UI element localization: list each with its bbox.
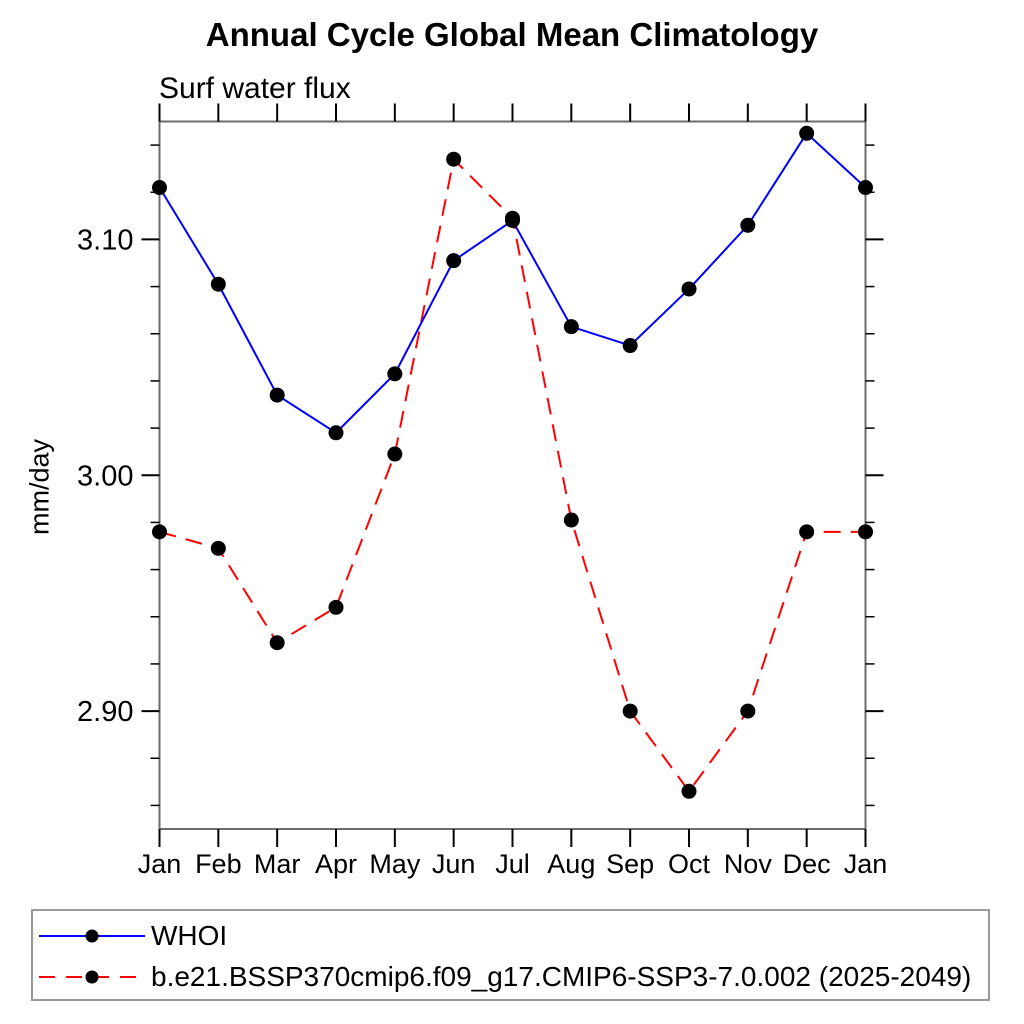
data-point	[622, 338, 638, 354]
x-tick-label: May	[369, 849, 421, 879]
data-point	[858, 180, 873, 196]
data-point	[858, 524, 873, 540]
x-tick-label: Mar	[254, 849, 301, 879]
data-point	[210, 540, 226, 556]
data-point	[563, 512, 579, 528]
x-tick-label: Jan	[844, 849, 888, 879]
data-point	[152, 524, 167, 540]
data-point	[799, 524, 815, 540]
x-tick-label: Jul	[495, 849, 530, 879]
series-line-model	[159, 157, 866, 793]
data-point	[269, 387, 285, 403]
data-point	[740, 217, 756, 233]
solid-line-swatch	[39, 929, 145, 943]
y-tick-label: 3.00	[77, 460, 133, 492]
legend-label: b.e21.BSSP370cmip6.f09_g17.CMIP6-SSP3-7.…	[151, 961, 972, 992]
data-point	[563, 319, 579, 335]
legend-marker-dot	[85, 970, 99, 984]
data-point	[799, 125, 815, 141]
x-tick-label: Dec	[783, 849, 831, 879]
x-tick-label: Jan	[138, 849, 182, 879]
x-tick-label: Feb	[195, 849, 242, 879]
chart-title: Annual Cycle Global Mean Climatology	[205, 16, 819, 53]
data-point	[446, 151, 462, 167]
data-point	[622, 703, 638, 719]
x-tick-label: Aug	[547, 849, 595, 879]
y-tick-label: 2.90	[77, 696, 133, 728]
data-point	[328, 425, 344, 441]
x-tick-label: Jun	[432, 849, 476, 879]
x-tick-label: Nov	[724, 849, 773, 879]
data-point	[210, 276, 226, 292]
data-point	[505, 213, 520, 229]
dashed-line-swatch	[39, 970, 145, 984]
data-point	[152, 180, 167, 196]
series-line-whoi	[158, 131, 867, 435]
data-point	[681, 281, 697, 297]
x-tick-label: Apr	[315, 849, 357, 879]
x-tick-label: Sep	[606, 849, 654, 879]
legend-marker-dot	[85, 929, 99, 943]
chart-subtitle: Surf water flux	[159, 72, 351, 105]
x-tick-label: Oct	[668, 849, 711, 879]
data-point	[446, 253, 462, 269]
data-point	[681, 783, 697, 799]
data-point	[269, 635, 285, 651]
data-point	[328, 599, 344, 615]
legend: WHOI b.e21.BSSP370cmip6.f09_g17.CMIP6-SSP…	[31, 909, 990, 1001]
data-point	[740, 703, 756, 719]
legend-item: b.e21.BSSP370cmip6.f09_g17.CMIP6-SSP3-7.…	[37, 957, 971, 997]
data-point	[387, 446, 403, 462]
data-point	[387, 366, 403, 382]
legend-label: WHOI	[151, 920, 228, 951]
y-tick-label: 3.10	[77, 224, 133, 256]
legend-item: WHOI	[37, 916, 227, 956]
